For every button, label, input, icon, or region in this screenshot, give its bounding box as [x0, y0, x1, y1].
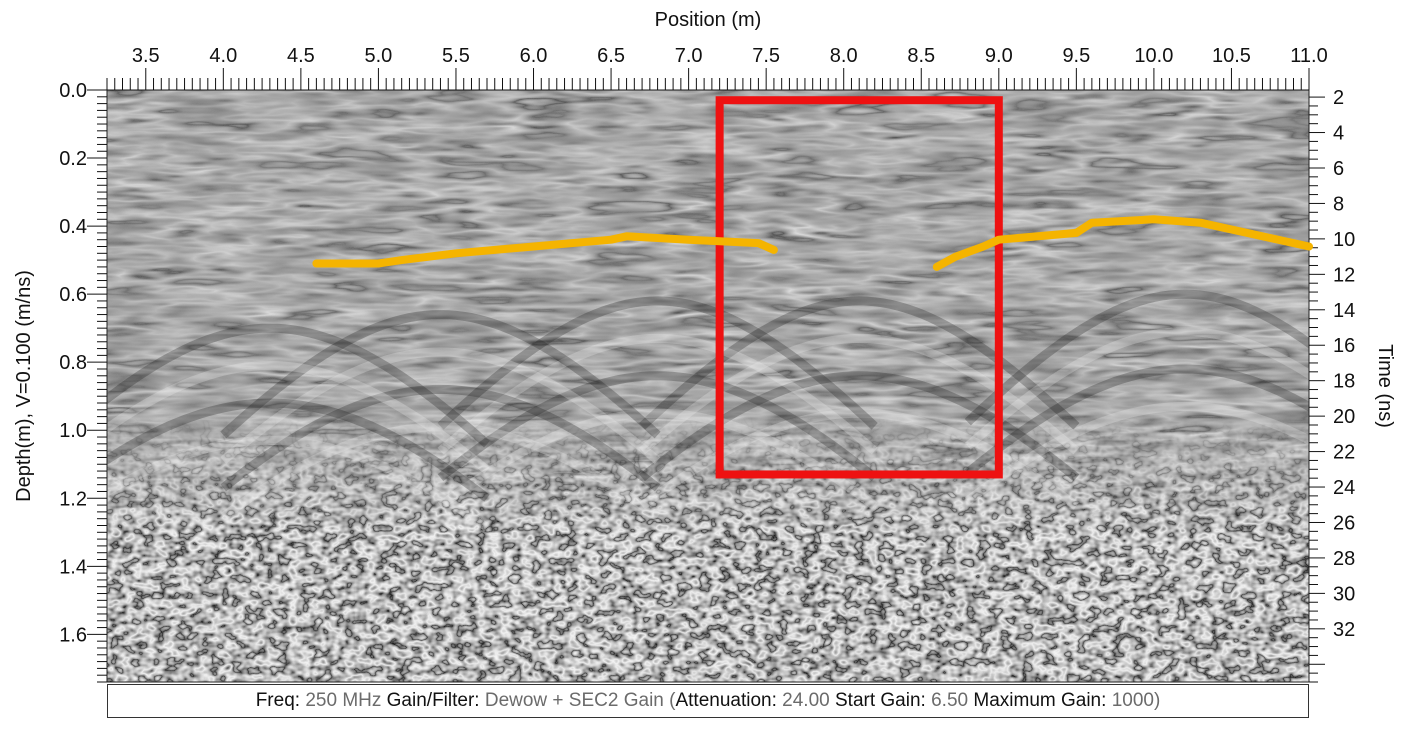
reflection-band — [437, 296, 878, 430]
hyperbola-reflections — [107, 289, 1309, 532]
x-tick-label: 8.0 — [830, 45, 858, 67]
depth-axis-label: Depth(m), V=0.100 (m/ns) — [13, 270, 35, 502]
x-tick-label: 11.0 — [1290, 45, 1327, 67]
start-gain-value: 6.50 — [931, 690, 969, 711]
x-tick-label: 6.0 — [520, 45, 548, 67]
interface-trace-2 — [932, 215, 1313, 271]
time-tick-label: 14 — [1333, 300, 1355, 322]
reflection-band — [437, 333, 878, 455]
paren-open: ( — [669, 690, 676, 711]
highlight-box — [715, 96, 1003, 479]
x-tick-label: 10.0 — [1134, 45, 1173, 67]
depth-tick-label: 1.4 — [59, 556, 87, 578]
reflection-band — [964, 327, 1309, 450]
depth-tick-label: 0.6 — [59, 284, 87, 306]
reflection-band — [220, 422, 661, 521]
time-tick-label: 10 — [1333, 229, 1355, 251]
x-tick-label: 4.5 — [287, 45, 315, 67]
freq-label: Freq: — [255, 690, 301, 711]
x-tick-label: 9.5 — [1062, 45, 1090, 67]
freq-value: 250 MHz — [305, 690, 382, 711]
time-tick-label: 32 — [1333, 619, 1355, 641]
reflection-band — [964, 289, 1309, 426]
x-tick-label: 7.0 — [675, 45, 703, 67]
reflection-band — [437, 371, 878, 482]
reflection-band — [107, 398, 490, 502]
reflection-band — [107, 435, 490, 532]
gain-filter-value: Dewow + SEC2 Gain — [484, 690, 664, 711]
time-tick-label: 22 — [1333, 442, 1355, 464]
maximum-gain-value: 1000 — [1111, 690, 1154, 711]
radargram-image — [107, 90, 1309, 682]
x-tick-label: 8.5 — [907, 45, 935, 67]
depth-axis-left: 0.0 0.2 0.4 0.6 0.8 1.0 1.2 1.4 1.6 — [59, 80, 107, 683]
x-axis-top: 3.5 4.0 4.5 5.0 5.5 6.0 6.5 7.0 7.5 8.0 8.5 9.0 9.5 1… — [106, 45, 1328, 91]
reflection-band — [639, 296, 1080, 430]
time-tick-label: 16 — [1333, 335, 1355, 357]
x-tick-label: 9.0 — [985, 45, 1013, 67]
annotation-overlays — [312, 96, 1313, 479]
paren-close: ) — [1153, 690, 1161, 711]
x-tick-label: 6.5 — [597, 45, 625, 67]
acquisition-parameters-bar: Freq: 250 MHz Gain/Filter: Dewow + SEC2 … — [107, 684, 1309, 718]
reflection-band — [220, 384, 661, 492]
depth-tick-label: 1.0 — [59, 420, 87, 442]
reflection-band — [964, 364, 1309, 477]
x-tick-label: 3.5 — [132, 45, 160, 67]
reflection-band — [107, 323, 490, 448]
x-tick-label: 7.5 — [752, 45, 780, 67]
depth-tick-label: 0.2 — [59, 148, 87, 170]
x-tick-label: 10.5 — [1212, 45, 1251, 67]
start-gain-label: Start Gain: — [835, 690, 926, 711]
reflection-band — [220, 310, 661, 439]
time-tick-label: 6 — [1333, 158, 1344, 180]
time-tick-label: 18 — [1333, 371, 1355, 393]
time-tick-label: 20 — [1333, 406, 1355, 428]
time-tick-label: 4 — [1333, 123, 1344, 145]
time-axis-label: Time (ns) — [1374, 344, 1396, 428]
time-tick-label: 2 — [1333, 87, 1344, 109]
reflection-band — [639, 408, 1080, 510]
reflection-band — [639, 333, 1080, 455]
x-axis-label: Position (m) — [655, 9, 762, 31]
time-tick-label: 12 — [1333, 264, 1355, 286]
maximum-gain-label: Maximum Gain: — [973, 690, 1107, 711]
time-tick-label: 28 — [1333, 548, 1355, 570]
reflection-band — [965, 401, 1309, 505]
depth-tick-label: 1.6 — [59, 624, 87, 646]
time-tick-label: 30 — [1333, 583, 1355, 605]
reflection-band — [107, 361, 490, 474]
x-tick-label: 5.5 — [442, 45, 470, 67]
depth-tick-label: 0.8 — [59, 352, 87, 374]
attenuation-value: 24.00 — [782, 690, 830, 711]
time-tick-label: 24 — [1333, 477, 1355, 499]
reflection-band — [220, 347, 661, 464]
depth-tick-label: 0.0 — [59, 80, 87, 102]
depth-tick-label: 0.4 — [59, 216, 87, 238]
x-tick-label: 4.0 — [209, 45, 237, 67]
x-tick-label: 5.0 — [365, 45, 393, 67]
time-tick-label: 26 — [1333, 512, 1355, 534]
interface-trace-1 — [312, 232, 778, 268]
reflection-band — [437, 408, 878, 510]
time-tick-label: 8 — [1333, 193, 1344, 215]
attenuation-label: Attenuation: — [675, 690, 777, 711]
reflection-band — [639, 371, 1080, 482]
depth-tick-label: 1.2 — [59, 488, 87, 510]
gain-filter-label: Gain/Filter: — [386, 690, 480, 711]
